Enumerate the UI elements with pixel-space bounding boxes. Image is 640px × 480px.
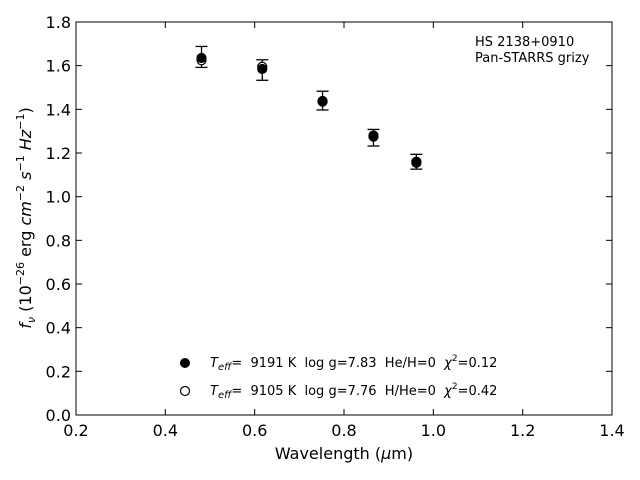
errorbars-layer (195, 45, 423, 170)
y-tick-label: 1.8 (46, 13, 71, 32)
y-tick-label: 0.2 (46, 362, 71, 381)
legend-entry-2-chi: =0.42 (458, 384, 498, 399)
legend: Teff= 9191 K log g=7.83 He/H=0 χ2=0.12 T… (179, 354, 497, 401)
annotation-object-name: HS 2138+0910 (475, 35, 574, 50)
annotation-survey: Pan-STARRS grizy (475, 51, 590, 66)
x-tick-label: 1.2 (510, 421, 535, 440)
data-point-he-h (317, 96, 328, 107)
legend-marker-open (179, 385, 191, 397)
y-tick-label: 0.8 (46, 231, 71, 250)
x-tick-label: 0.4 (153, 421, 178, 440)
data-point-he-h (196, 52, 207, 64)
x-tick-label: 0.2 (63, 421, 88, 440)
y-tick-label: 1.0 (46, 188, 71, 207)
legend-entry-1: Teff= 9191 K log g=7.83 He/H=0 χ2=0.12 (210, 354, 497, 373)
y-tick-label: 1.6 (46, 57, 71, 76)
legend-entry-2: Teff= 9105 K log g=7.76 H/He=0 χ2=0.42 (210, 382, 497, 401)
legend-entry-1-chi: =0.12 (458, 356, 498, 371)
legend-entry-2-params: = 9105 K log g=7.76 H/He=0 (231, 384, 444, 399)
x-axis-title: Wavelength (μm) (275, 444, 413, 463)
x-tick-label: 0.6 (242, 421, 267, 440)
y-tick-label: 0.0 (46, 406, 71, 425)
legend-entry-1-params: = 9191 K log g=7.83 He/H=0 (231, 356, 444, 371)
y-tick-label: 1.4 (46, 100, 71, 119)
data-point-he-h (411, 157, 422, 168)
x-tick-label: 1.4 (599, 421, 624, 440)
plot-frame (75, 21, 613, 416)
y-tick-label: 0.4 (46, 319, 71, 338)
x-tick-label: 1.0 (421, 421, 446, 440)
data-point-he-h (368, 131, 379, 142)
x-tick-label: 0.8 (331, 421, 356, 440)
ticks-layer: 0.2 0.4 0.6 0.8 1.0 1.2 1.40.00.20.40.60.81.01… (46, 13, 625, 440)
points-layer (196, 52, 422, 168)
y-axis-title: fν (10−26 erg cm−2 s−1 Hz−1) (14, 107, 38, 328)
data-point-he-h (257, 63, 268, 75)
y-tick-label: 0.6 (46, 275, 71, 294)
y-tick-label: 1.2 (46, 144, 71, 163)
legend-marker-filled (180, 358, 190, 368)
